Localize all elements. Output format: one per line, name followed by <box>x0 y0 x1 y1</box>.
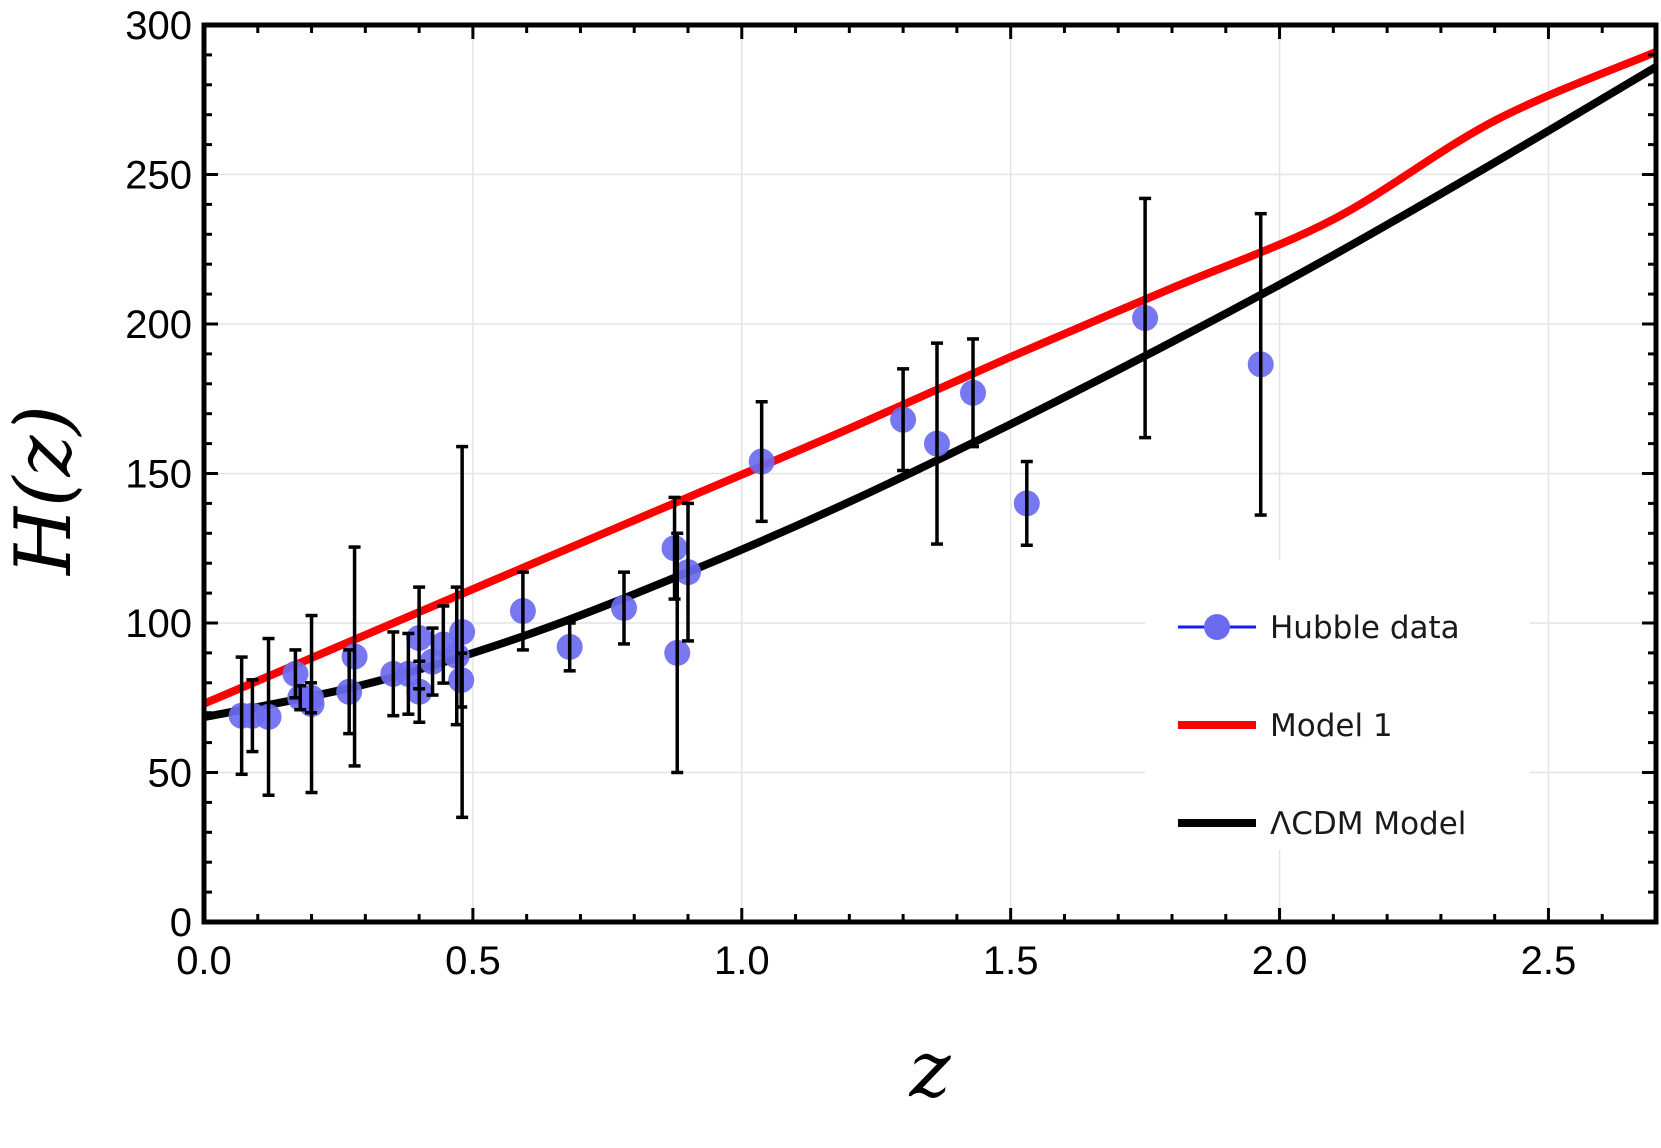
legend-entry-lcdm-model: ΛCDM Model <box>1178 806 1466 842</box>
legend-marker-hubble-data <box>1204 614 1230 640</box>
error-bar-22 <box>671 531 684 775</box>
y-tick-label-0: 0 <box>170 901 192 945</box>
legend-label-lcdm-model: ΛCDM Model <box>1270 806 1466 842</box>
y-tick-label-5: 250 <box>125 154 192 198</box>
series-line-model-1 <box>202 48 1658 708</box>
error-bar-19 <box>563 621 576 673</box>
error-bar-14 <box>437 604 450 685</box>
legend-entry-hubble-data: Hubble data <box>1178 610 1460 646</box>
error-bar-27 <box>967 337 980 449</box>
error-bar-12 <box>413 659 426 725</box>
y-tick-label-4: 200 <box>125 303 192 347</box>
error-bar-23 <box>682 501 694 643</box>
error-bar-26 <box>930 341 943 546</box>
x-tick-label-1: 0.5 <box>445 939 501 983</box>
y-tick-label-6: 300 <box>125 4 192 48</box>
error-bar-10 <box>402 631 415 716</box>
y-tick-label-2: 100 <box>125 602 192 646</box>
x-tick-label-4: 2.0 <box>1252 939 1308 983</box>
error-bar-24 <box>755 399 768 524</box>
legend-entry-model-1: Model 1 <box>1178 708 1393 744</box>
y-tick-label-1: 50 <box>148 752 193 796</box>
error-bar-29 <box>1139 196 1152 440</box>
legend-label-model-1: Model 1 <box>1270 708 1393 744</box>
legend-label-hubble-data: Hubble data <box>1270 610 1460 646</box>
error-bar-8 <box>348 545 361 768</box>
x-tick-label-2: 1.0 <box>714 939 770 983</box>
error-bars <box>235 196 1267 820</box>
error-bar-30 <box>1254 211 1267 517</box>
error-bar-0 <box>235 655 248 777</box>
x-tick-label-5: 2.5 <box>1521 939 1577 983</box>
error-bar-25 <box>897 367 910 473</box>
error-bar-2 <box>262 636 275 797</box>
error-bar-17 <box>456 444 469 820</box>
y-tick-label-3: 150 <box>125 453 192 497</box>
legend-background <box>1145 560 1530 850</box>
legend: Hubble data Model 1 ΛCDM Model <box>1145 560 1530 850</box>
error-bar-20 <box>618 570 631 646</box>
error-bar-18 <box>516 570 529 652</box>
error-bar-6 <box>305 613 318 795</box>
y-axis-title: H(z) <box>0 405 89 577</box>
x-axis-title: z <box>908 1025 951 1115</box>
error-bar-13 <box>426 626 439 697</box>
error-bar-28 <box>1020 459 1033 548</box>
axis-ticks <box>202 23 1658 924</box>
error-bar-9 <box>387 630 400 718</box>
error-bar-4 <box>294 684 307 712</box>
x-tick-label-0: 0.0 <box>176 939 232 983</box>
tick-labels: 0.0 0.5 1.0 1.5 2.0 2.5 0 50 100 150 200 250 300 <box>125 4 1576 983</box>
error-bar-1 <box>246 678 259 754</box>
x-tick-label-3: 1.5 <box>983 939 1039 983</box>
